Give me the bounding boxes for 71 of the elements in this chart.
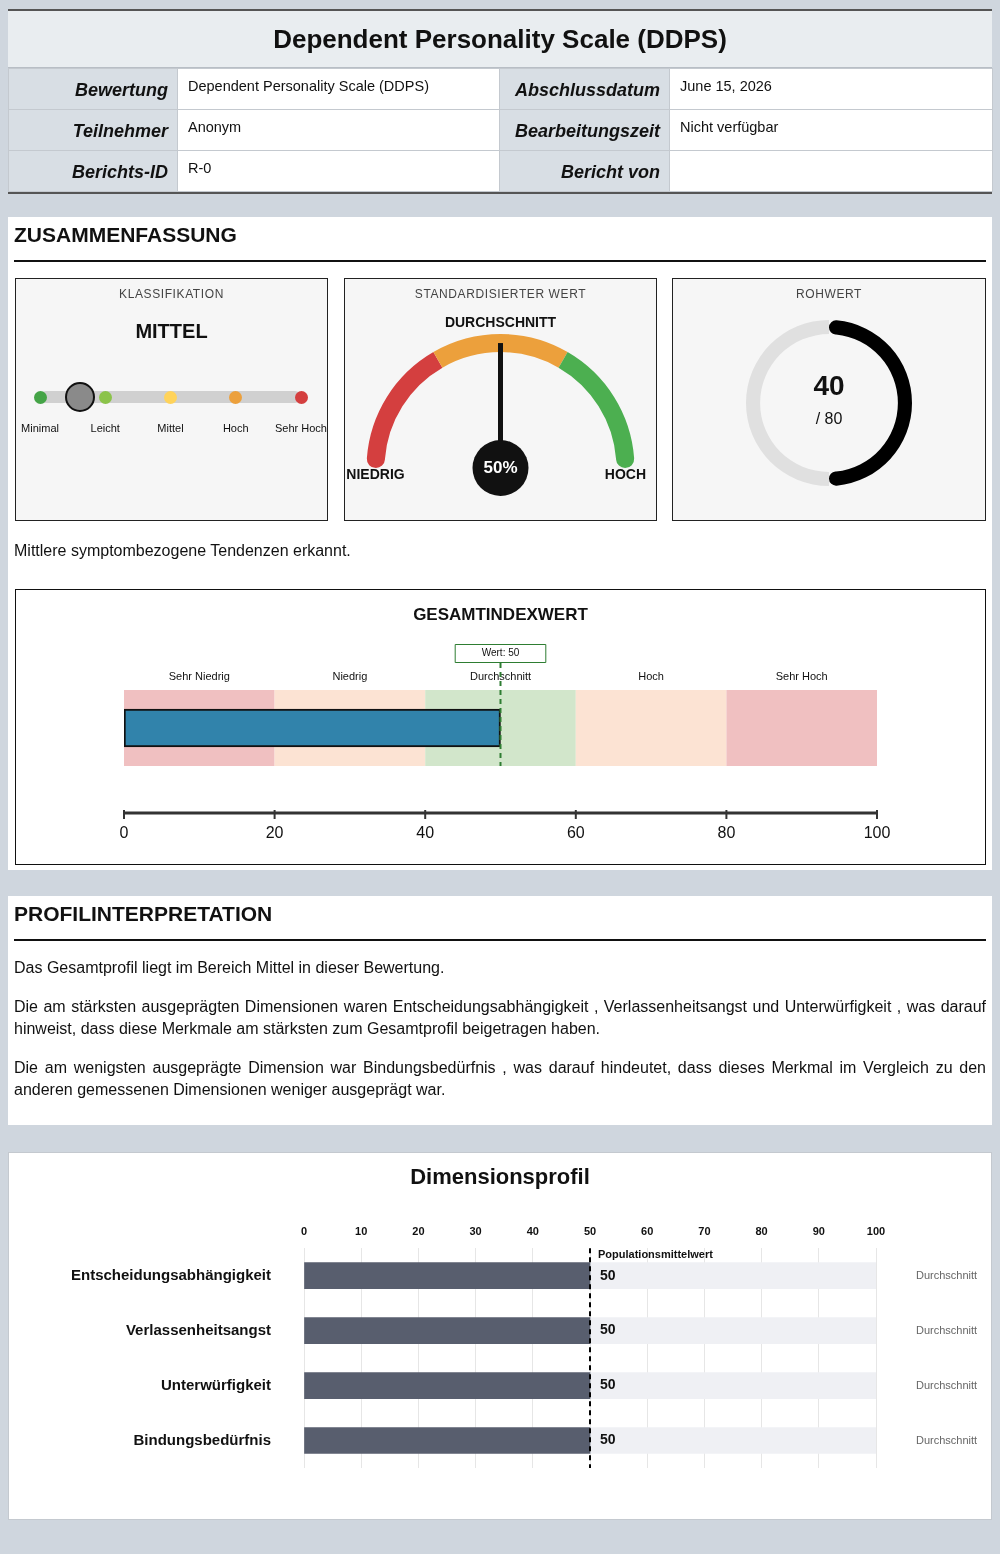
x-tick-label: 10 [355,1224,368,1237]
x-tick-label: 70 [698,1224,711,1237]
chart-title: STANDARDISIERTER WERT [413,287,588,301]
chart-title: Dimensionsprofil [409,1164,591,1190]
data-label: 50 [600,1376,616,1393]
text: ZUSAMMENFASSUNG [14,222,986,262]
x-tick-label: 50 [583,1224,597,1237]
band-label: Sehr Niedrig [168,670,230,683]
chart-title: ROHWERT [795,287,863,301]
chart-title: GESAMTINDEXWERT [412,605,589,625]
text: Bewertung [8,68,178,110]
y-tick-label: Unterwürfigkeit [160,1375,271,1393]
text: June 15, 2026 [669,68,993,110]
ref-line-label: Populationsmittelwert [598,1248,714,1261]
text: Mittlere symptombezogene Tendenzen erkannt. [14,541,352,561]
text: Anonym [177,109,500,151]
text: Durchschnitt [916,1268,978,1281]
text: Das Gesamtprofil liegt im Bereich Mittel in dieser Bewertung. [14,958,446,978]
x-tick-label: 60 [566,824,585,842]
category-label: Hoch [222,422,249,435]
x-tick-label: 40 [416,824,435,842]
x-tick-label: 20 [412,1224,425,1237]
band-label: Durchschnitt [469,670,532,683]
x-tick-label: 40 [526,1224,539,1237]
text: 40 [813,369,845,401]
category-label: Mittel [157,422,184,435]
text: PROFILINTERPRETATION [14,901,986,941]
text: Die am wenigsten ausgeprägte Dimension war Bindungsbedürfnis , was darauf hindeutet, dass dieses Merkmal im Vergleich zu den anderen gemessenen Dimensionen weniger ausgeprägt war. [14,1058,986,1100]
text: Dependent Personality Scale (DDPS) [8,11,992,68]
text: KLASSIFIKATION [118,287,225,301]
text: Teilnehmer [8,109,178,151]
category-label: Sehr Hoch [275,422,327,435]
x-tick-label: 80 [755,1224,768,1237]
y-tick-label: Bindungsbedürfnis [133,1430,271,1448]
text: Abschlussdatum [499,68,670,110]
x-tick-label: 100 [863,824,891,842]
text: Bearbeitungszeit [499,109,670,151]
ref-line-label: Wert: 50 [481,647,520,659]
text: Berichts-ID [8,150,178,192]
text: MITTEL [134,319,209,343]
text: Die am stärksten ausgeprägten Dimensionen waren Entscheidungsabhängigkeit , Verlassenheitsangst und Unterwürfigkeit , was darauf hinweist, dass diese Merkmale am stärksten zum Gesamtprofil beigetragen haben. [14,997,986,1039]
text: / 80 [815,410,843,428]
x-tick-label: 80 [717,824,736,842]
text: Durchschnitt [916,1323,978,1336]
band-label: Hoch [638,670,664,683]
data-label: 50 [600,1431,616,1448]
text: R-0 [177,150,500,192]
y-tick-label: Verlassenheitsangst [125,1320,271,1338]
text: Durchschnitt [916,1378,978,1391]
data-label: 50 [600,1266,616,1283]
y-tick-label: Entscheidungsabhängigkeit [70,1265,271,1283]
text: Nicht verfügbar [669,109,993,151]
slice-label: NIEDRIG [346,465,405,482]
x-tick-label: 90 [812,1224,825,1237]
x-tick-label: 0 [300,1224,308,1237]
category-label: Leicht [90,422,120,435]
band-label: Niedrig [332,670,368,683]
slice-label: DURCHSCHNITT [444,313,557,330]
data-label: 50 [600,1321,616,1338]
x-tick-label: 20 [265,824,284,842]
x-tick-label: 60 [641,1224,654,1237]
text: Bericht von [499,150,670,192]
text: Durchschnitt [916,1433,978,1446]
band-label: Sehr Hoch [775,670,828,683]
x-tick-label: 0 [119,824,129,842]
x-tick-label: 100 [866,1224,886,1237]
category-label: Minimal [21,422,59,435]
text: Dependent Personality Scale (DDPS) [177,68,500,110]
x-tick-label: 30 [469,1224,482,1237]
text: 50% [483,457,518,477]
slice-label: HOCH [604,465,647,482]
